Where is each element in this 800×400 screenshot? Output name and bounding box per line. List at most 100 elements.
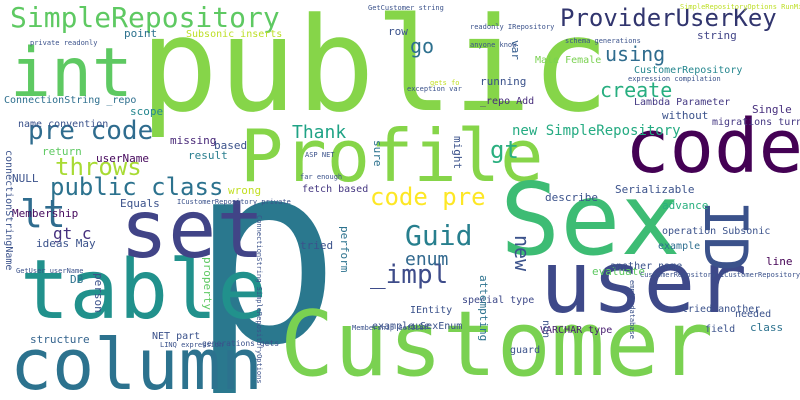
word-return: return bbox=[42, 145, 82, 158]
word-point: point bbox=[124, 27, 158, 40]
word-set: set bbox=[120, 183, 265, 276]
word-profile: Profile bbox=[240, 114, 544, 198]
word-asp-net: ASP NET bbox=[305, 151, 335, 159]
word-readonly-irepository: readonly IRepository bbox=[470, 23, 555, 31]
word-go: go bbox=[410, 34, 435, 58]
word-equals: Equals bbox=[120, 197, 160, 210]
word-new-simplerepository: new SimpleRepository bbox=[512, 123, 681, 139]
word-table: table bbox=[20, 243, 267, 338]
word-needed: needed bbox=[735, 309, 772, 320]
word-lambda-parameter: Lambda Parameter bbox=[634, 97, 731, 108]
word-serializable: Serializable bbox=[615, 183, 695, 196]
word-anyone-know: anyone know bbox=[470, 41, 517, 49]
word-example-sexenum: example SexEnum bbox=[372, 321, 463, 332]
word-field: field bbox=[705, 324, 736, 335]
word-lt: lt bbox=[20, 192, 66, 236]
word-expression-compilation: expression compilation bbox=[628, 75, 721, 83]
word-create: create bbox=[600, 78, 673, 102]
word-customerrepository-icustomerrepository: CustomerRepository ICustomerRepository bbox=[640, 271, 800, 279]
word-structure: structure bbox=[30, 333, 90, 346]
word-column: column bbox=[10, 324, 263, 400]
word-thank: Thank bbox=[292, 122, 347, 143]
word-varchar-type: VARCHAR type bbox=[540, 325, 613, 336]
word-p: p bbox=[190, 109, 341, 400]
word-person: person bbox=[92, 273, 105, 313]
word-tried: tried bbox=[300, 239, 334, 252]
word-customer: Customer bbox=[280, 292, 714, 397]
word-membership-getuser: Membership GetUser bbox=[352, 324, 428, 332]
word-private-readonly: private readonly bbox=[30, 39, 98, 47]
word-code-pre: code pre bbox=[370, 183, 486, 211]
word-guid: Guid bbox=[405, 219, 473, 252]
word-special-type: special type bbox=[462, 295, 535, 306]
word-male-female: Male Female bbox=[535, 55, 602, 66]
word-missing: missing bbox=[170, 134, 217, 147]
word-wrong: wrong bbox=[228, 184, 262, 197]
word-empty-database: empty database bbox=[628, 280, 636, 340]
word-row: row bbox=[388, 25, 408, 38]
word-simplerepositoryoptions-runmigrations: SimpleRepositoryOptions RunMigrations bbox=[680, 3, 800, 11]
word-schema-generations: schema generations bbox=[565, 37, 641, 45]
word-scope: scope bbox=[130, 105, 164, 118]
word-without: without bbox=[662, 109, 709, 122]
word-getcustomer-string: GetCustomer string bbox=[368, 4, 444, 12]
word-net-part: NET part bbox=[152, 331, 201, 342]
word-line: line bbox=[766, 255, 793, 268]
word-single: Single bbox=[752, 103, 792, 116]
word-result: result bbox=[188, 149, 228, 162]
word-customerrepository: CustomerRepository bbox=[634, 65, 743, 76]
word-user: user bbox=[540, 233, 748, 333]
word-use: use bbox=[412, 321, 431, 332]
word-based: based bbox=[214, 139, 248, 152]
word-example: example bbox=[658, 241, 701, 252]
word-might: might bbox=[451, 136, 464, 170]
word-db: DB bbox=[70, 273, 84, 286]
word-int: int bbox=[10, 34, 133, 113]
word-provideruserkey: ProviderUserKey bbox=[560, 4, 777, 32]
word-public-class: public class bbox=[50, 173, 224, 201]
word-evaluate: evaluate bbox=[592, 265, 645, 278]
word-sex: Sex bbox=[500, 161, 681, 278]
word-code: code bbox=[625, 104, 800, 190]
word-tried-another: tried another bbox=[682, 304, 761, 315]
word-guard: guard bbox=[510, 345, 541, 356]
word-property: property bbox=[201, 257, 214, 310]
word-ideas-may: ideas May bbox=[36, 237, 96, 250]
word-using: using bbox=[605, 42, 666, 66]
word-pre-code: pre code bbox=[28, 116, 154, 146]
word-null: NULL bbox=[12, 172, 39, 185]
word-far-enough: far enough bbox=[300, 173, 343, 181]
word-fetch-based: fetch based bbox=[302, 184, 369, 195]
word-advance: advance bbox=[662, 199, 709, 212]
word-connectionstring-simplerepositoryoptions: ConnectionString SimpleRepositoryOptions bbox=[255, 215, 263, 384]
word-operation-subsonic: operation Subsonic bbox=[662, 226, 771, 237]
word-describe: describe bbox=[545, 191, 598, 204]
word-non: non bbox=[540, 320, 551, 339]
word-exception-var: exception var bbox=[407, 85, 462, 93]
word-getuser-username: GetUser userName bbox=[16, 267, 84, 275]
word-impl: _impl bbox=[370, 260, 449, 290]
word-running: running bbox=[480, 75, 527, 88]
word-string: string bbox=[697, 29, 737, 42]
word-migrations-turned: migrations turned bbox=[712, 117, 800, 128]
word-simplerepository: SimpleRepository bbox=[10, 1, 280, 34]
word-connectionstringname: connectionStringName bbox=[3, 150, 14, 271]
word-username: userName bbox=[96, 152, 149, 165]
word-enum: enum bbox=[405, 249, 449, 270]
word-perform: perform bbox=[338, 226, 351, 273]
word-repo-add: _repo Add bbox=[480, 96, 535, 107]
word-another-name: another name bbox=[610, 261, 683, 272]
word-gt-c: gt c bbox=[53, 224, 92, 243]
word-gets-fo: gets fo bbox=[430, 79, 460, 87]
word-icustomerrepository-private: ICustomerRepository private bbox=[177, 198, 291, 206]
word-class: class bbox=[750, 321, 784, 334]
word-throws: throws bbox=[55, 153, 142, 181]
word-membership: Membership bbox=[12, 207, 79, 220]
word-generations-gets: generations gets bbox=[202, 339, 280, 348]
word-connectionstring-repo: ConnectionString _repo bbox=[4, 95, 137, 106]
word-gt: gt bbox=[490, 136, 519, 164]
word-new: new bbox=[510, 235, 534, 272]
word-name-convention: name convention bbox=[18, 119, 109, 130]
word-linq-expression: LINQ expression bbox=[160, 341, 224, 349]
